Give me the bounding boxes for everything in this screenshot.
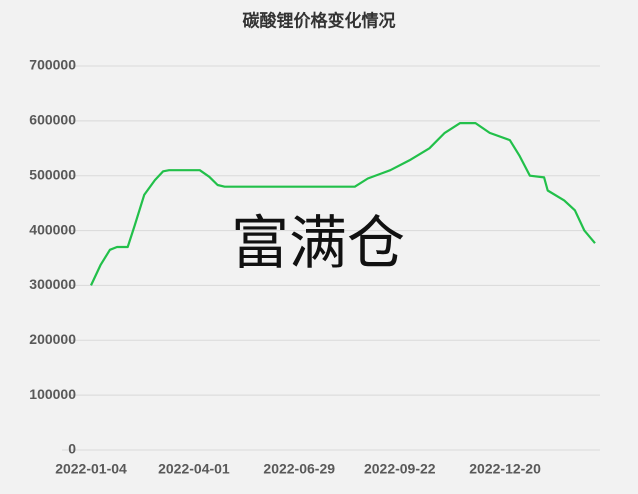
y-tick-label: 500000 <box>29 166 76 182</box>
x-tick-label: 2022-04-01 <box>158 461 230 477</box>
watermark: 富满仓 <box>231 209 405 277</box>
x-tick-label: 2022-09-22 <box>364 461 436 477</box>
line <box>90 122 596 286</box>
y-tick-label: 700000 <box>29 57 76 73</box>
y-tick-label: 400000 <box>29 221 76 237</box>
chart-title: 碳酸锂价格变化情况 <box>243 10 396 30</box>
y-tick-label: 200000 <box>29 331 76 347</box>
x-tick-label: 2022-06-29 <box>263 461 335 477</box>
y-tick-label: 100000 <box>29 386 76 402</box>
y-tick-label: 600000 <box>29 112 76 128</box>
y-tick-label: 0 <box>68 441 76 457</box>
x-tick-label: 2022-01-04 <box>55 461 127 477</box>
y-tick-label: 300000 <box>29 276 76 292</box>
x-tick-label: 2022-12-20 <box>469 461 541 477</box>
